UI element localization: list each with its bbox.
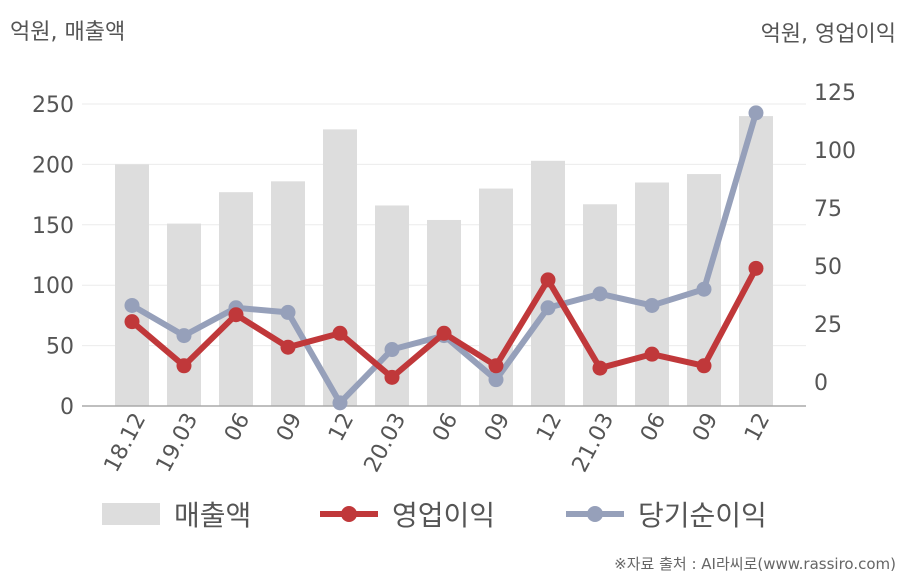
operating-profit-point bbox=[228, 307, 244, 323]
right-tick-labels: 0 25 50 75 100 125 bbox=[814, 81, 856, 396]
bar bbox=[219, 192, 253, 406]
net-income-point bbox=[124, 297, 140, 313]
x-tick-label: 19.03 bbox=[152, 409, 204, 476]
x-tick-label: 06 bbox=[636, 409, 671, 445]
left-tick-label: 150 bbox=[32, 214, 74, 239]
operating-profit-point bbox=[696, 358, 712, 374]
operating-profit-point bbox=[436, 325, 452, 341]
operating-profit-point bbox=[384, 369, 400, 385]
bar bbox=[323, 129, 357, 407]
net-income-point bbox=[696, 281, 712, 297]
net-income-point bbox=[748, 105, 764, 121]
right-tick-label: 75 bbox=[814, 197, 842, 222]
right-tick-label: 0 bbox=[814, 371, 828, 396]
legend-swatch-operating-profit bbox=[320, 492, 378, 536]
net-income-point bbox=[384, 342, 400, 358]
operating-profit-point bbox=[488, 358, 504, 374]
net-income-point bbox=[488, 372, 504, 388]
net-income-point bbox=[176, 328, 192, 344]
operating-profit-point bbox=[124, 314, 140, 330]
right-tick-label: 125 bbox=[814, 81, 856, 106]
x-tick-label: 18.12 bbox=[100, 409, 152, 476]
right-tick-label: 50 bbox=[814, 255, 842, 280]
x-tick-label: 21.03 bbox=[568, 409, 620, 476]
legend-swatch-net-income bbox=[566, 492, 624, 536]
x-tick-label: 12 bbox=[324, 409, 359, 445]
left-tick-labels: 0 50 100 150 200 250 bbox=[32, 93, 74, 420]
x-tick-label: 06 bbox=[428, 409, 463, 445]
x-tick-label: 09 bbox=[480, 409, 515, 445]
x-tick-label: 09 bbox=[688, 409, 723, 445]
x-tick-labels: 18.12 19.03 06 09 12 20.03 06 09 12 21.03 06 09 12 bbox=[100, 409, 776, 476]
bar-series bbox=[115, 116, 773, 407]
right-axis-unit: 억원, 영업이익 bbox=[760, 22, 896, 47]
legend-swatch-revenue bbox=[102, 503, 160, 525]
operating-profit-point bbox=[644, 346, 660, 362]
legend: 매출액 영업이익 당기순이익 bbox=[0, 492, 908, 536]
combo-chart: 0 50 100 150 200 250 0 25 50 75 100 125 18.12 19.03… bbox=[32, 81, 856, 476]
left-axis-unit: 억원, 매출액 bbox=[10, 20, 126, 45]
legend-item-operating-profit: 영업이익 bbox=[320, 492, 495, 536]
x-tick-label: 09 bbox=[272, 409, 307, 445]
bar bbox=[167, 223, 201, 406]
operating-profit-point bbox=[748, 260, 764, 276]
operating-profit-point bbox=[280, 339, 296, 355]
legend-label-net-income: 당기순이익 bbox=[638, 499, 767, 532]
left-tick-label: 50 bbox=[46, 335, 74, 360]
legend-label-operating-profit: 영업이익 bbox=[392, 499, 496, 532]
bar bbox=[115, 164, 149, 406]
net-income-point bbox=[540, 300, 556, 316]
left-tick-label: 0 bbox=[60, 395, 74, 420]
right-tick-label: 25 bbox=[814, 313, 842, 338]
bar bbox=[635, 182, 669, 406]
operating-profit-point bbox=[332, 325, 348, 341]
x-tick-label: 12 bbox=[532, 409, 567, 445]
left-tick-label: 100 bbox=[32, 274, 74, 299]
net-income-point bbox=[280, 304, 296, 320]
net-income-point bbox=[644, 297, 660, 313]
source-credit: ※자료 출처 : AI라씨로(www.rassiro.com) bbox=[614, 555, 896, 573]
operating-profit-point bbox=[176, 358, 192, 374]
line-series bbox=[124, 105, 764, 411]
operating-profit-point bbox=[540, 272, 556, 288]
bar bbox=[271, 181, 305, 406]
operating-profit-point bbox=[592, 360, 608, 376]
legend-label-revenue: 매출액 bbox=[174, 499, 252, 532]
x-tick-label: 06 bbox=[220, 409, 255, 445]
right-tick-label: 100 bbox=[814, 139, 856, 164]
legend-item-revenue: 매출액 bbox=[102, 492, 251, 536]
x-tick-label: 20.03 bbox=[360, 409, 412, 476]
left-tick-label: 250 bbox=[32, 93, 74, 118]
net-income-point bbox=[592, 286, 608, 302]
bar bbox=[583, 204, 617, 406]
legend-item-net-income: 당기순이익 bbox=[566, 492, 767, 536]
x-tick-label: 12 bbox=[740, 409, 775, 445]
bar bbox=[427, 219, 461, 406]
left-tick-label: 200 bbox=[32, 153, 74, 178]
net-income-point bbox=[332, 395, 348, 411]
